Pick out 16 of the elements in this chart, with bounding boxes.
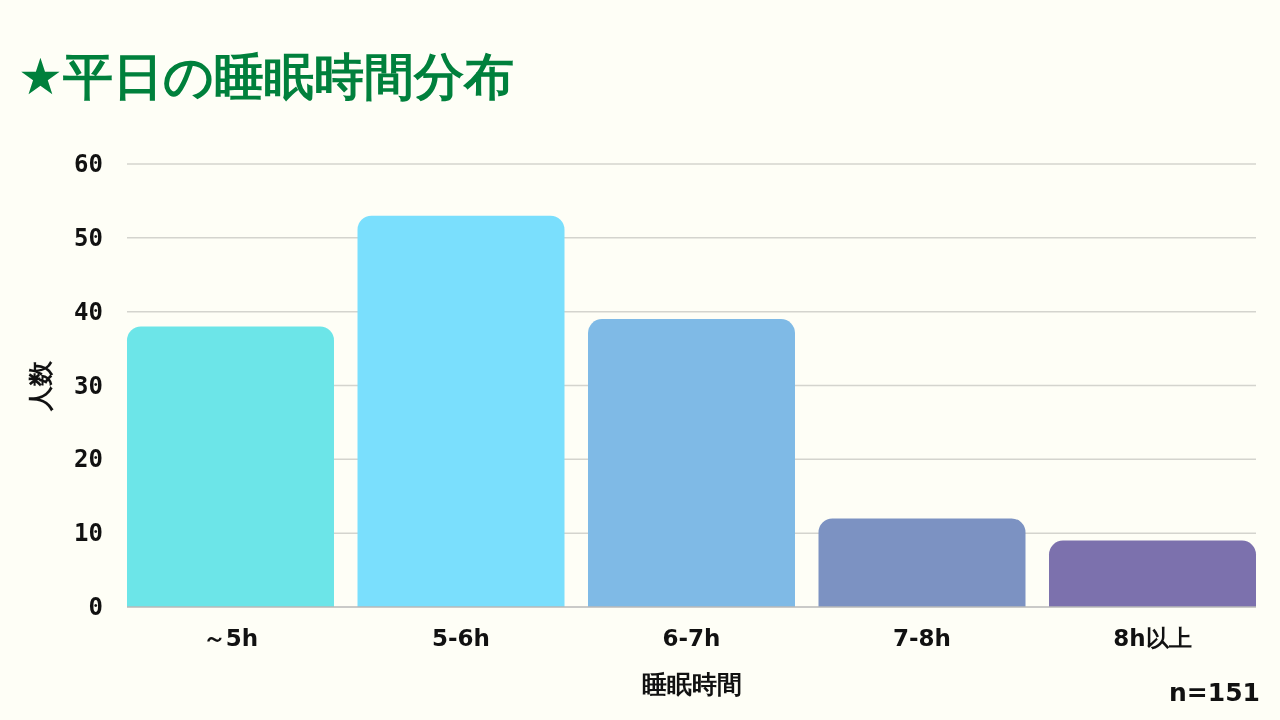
- y-axis-title: 人数: [25, 359, 55, 412]
- annotation: n=151: [1169, 677, 1260, 707]
- x-axis-title: 睡眠時間: [641, 669, 742, 699]
- y-tick-label: 10: [74, 519, 103, 548]
- chart-title: ★平日の睡眠時間分布: [18, 48, 514, 106]
- y-tick-label: 20: [74, 445, 103, 474]
- y-tick-label: 30: [74, 371, 103, 400]
- x-tick-label: 7-8h: [893, 625, 951, 651]
- x-tick-label: 5-6h: [432, 625, 490, 651]
- y-tick-label: 0: [88, 593, 103, 621]
- y-tick-label: 50: [74, 223, 103, 252]
- x-tick-label: 8h以上: [1113, 625, 1192, 651]
- y-tick-label: 60: [74, 150, 103, 178]
- y-tick-label: 40: [74, 297, 103, 326]
- x-tick-label: 6-7h: [662, 625, 721, 651]
- x-tick-label: ～5h: [202, 625, 259, 651]
